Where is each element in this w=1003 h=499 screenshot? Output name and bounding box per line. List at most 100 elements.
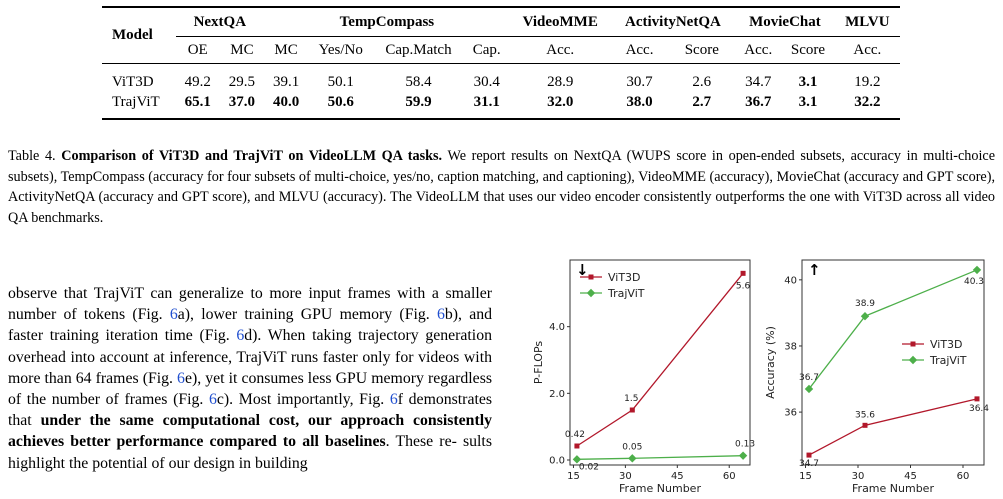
table-cell: 50.6	[327, 93, 354, 110]
series-point-marker	[910, 341, 916, 347]
data-label: 38.9	[855, 299, 875, 309]
x-tick-label: 60	[723, 471, 736, 482]
data-label: 1.5	[624, 394, 638, 404]
caption-body: We report results on NextQA (WUPS score …	[8, 148, 996, 226]
table-row: ViT3D 49.2 29.5 39.1 50.1 58.4 30.4 28.9 30.7 2.6…	[102, 63, 900, 93]
legend-label: TrajViT	[607, 287, 645, 300]
table-row: TrajViT 65.1 37.0 40.0 50.6 59.9 31.1 32.0 38.0 2…	[102, 92, 900, 119]
y-axis-label: Accuracy (%)	[764, 326, 777, 399]
table-cell: 34.7	[745, 73, 772, 90]
subheader-cell: Score	[790, 41, 826, 58]
body-text-run: e), yet it consumes less GPU memory rega…	[8, 369, 492, 409]
x-tick-label: 30	[852, 471, 865, 482]
series-point-marker	[629, 407, 635, 413]
x-tick-label: 15	[567, 471, 580, 482]
body-text-run: c). Most importantly, Fig.	[216, 391, 390, 409]
model-name-cell: TrajViT	[112, 93, 160, 110]
table-cell: 3.1	[798, 93, 818, 110]
series-trajvit: 36.7 38.9 40.3 TrajViT	[799, 265, 984, 394]
group-header-tempcompass: TempCompass	[264, 7, 510, 37]
figure-ref-link[interactable]: 6	[209, 391, 217, 409]
data-label: 5.6	[736, 281, 751, 291]
y-tick-label: 0.0	[549, 456, 565, 467]
table-cell: 31.1	[473, 93, 500, 110]
series-point-marker	[740, 270, 746, 276]
table-cell: 58.4	[405, 73, 432, 90]
series-point-marker	[738, 451, 748, 460]
figure-ref-link[interactable]: 6	[169, 306, 178, 324]
subheader-cell: OE	[187, 41, 208, 58]
subheader-cell: Score	[684, 41, 719, 58]
body-text-run: b), and faster training iteration time (…	[8, 306, 492, 345]
caption-label: Table 4.	[8, 148, 56, 164]
figure-ref-link[interactable]: 6	[389, 391, 398, 409]
table-cell: 32.2	[854, 93, 881, 110]
table-cell: 40.0	[272, 93, 300, 110]
series-trajvit: 0.02 0.05 0.13 TrajViT	[572, 287, 755, 472]
legend-label: ViT3D	[930, 338, 963, 351]
series-point-marker	[574, 443, 580, 449]
data-label: 0.02	[579, 462, 599, 472]
subheader-cell: Yes/No	[318, 41, 363, 58]
data-label: 0.05	[622, 442, 642, 452]
data-label: 0.42	[565, 430, 585, 440]
y-tick-label: 40	[784, 275, 797, 286]
subheader-cell: Acc.	[546, 41, 575, 58]
figure-ref-link[interactable]: 6	[436, 306, 445, 324]
series-line	[576, 455, 744, 460]
model-name-cell: ViT3D	[112, 73, 154, 90]
series-point-marker	[974, 396, 980, 402]
table-cell: 65.1	[184, 93, 211, 110]
table-cell: 2.7	[692, 93, 712, 110]
caption-title: Comparison of ViT3D and TrajViT on Video…	[61, 148, 443, 164]
y-axis-label: P-FLOPs	[532, 341, 545, 385]
subheader-cell: MC	[274, 41, 298, 58]
group-header-nextqa: NextQA	[175, 7, 264, 37]
figure-ref-link[interactable]: 6	[236, 327, 245, 345]
series-point-marker	[804, 384, 814, 394]
y-tick-label: 4.0	[549, 322, 565, 333]
table-cell: 39.1	[272, 73, 300, 90]
results-table: Model NextQA TempCompass VideoMME Activi…	[102, 6, 900, 120]
series-point-marker	[628, 454, 637, 463]
group-header-videomme: VideoMME	[509, 7, 611, 37]
direction-arrow: ↓	[576, 261, 589, 279]
y-tick-label: 2.0	[549, 389, 565, 400]
x-axis-label: Frame Number	[852, 482, 934, 495]
data-label: 34.7	[799, 459, 819, 469]
subheader-cell: Acc.	[625, 41, 654, 58]
model-column-header: Model	[112, 27, 153, 43]
subheader-cell: Cap.	[472, 41, 501, 58]
x-tick-label: 60	[957, 471, 970, 482]
series-point-marker	[908, 355, 918, 365]
series-line	[808, 398, 978, 456]
figure-ref-link[interactable]: 6	[177, 369, 185, 387]
series-line	[808, 269, 978, 390]
table-cell: 37.0	[228, 93, 256, 110]
table-body: ViT3D 49.2 29.5 39.1 50.1 58.4 30.4 28.9 30.7 2.6…	[102, 63, 900, 119]
table-cell: 30.7	[626, 73, 653, 90]
group-header-mlvu: MLVU	[834, 7, 900, 37]
body-bold-claim: under the same computational cost, our a…	[8, 412, 492, 451]
body-text-run: a), lower training GPU memory (Fig.	[177, 306, 437, 324]
y-tick-label: 38	[784, 341, 797, 352]
series-point-marker	[586, 288, 596, 298]
table-cell: 32.0	[547, 93, 574, 110]
x-tick-label: 15	[799, 471, 812, 482]
body-text-run: f demonstrates that	[8, 391, 493, 430]
data-label: 35.6	[855, 410, 875, 420]
body-text-run: sults highlight the potential of our des…	[8, 433, 492, 472]
series-point-marker	[862, 422, 868, 428]
series-vit3d: 0.42 1.5 5.6 ViT3D	[565, 270, 751, 449]
table-cell: 36.7	[745, 93, 772, 110]
x-tick-label: 45	[671, 471, 684, 482]
body-text-run: observe that TrajViT can generalize to m…	[8, 285, 492, 324]
series-point-marker	[806, 452, 812, 458]
data-label: 36.4	[969, 404, 989, 414]
body-paragraph: observe that TrajViT can generalize to m…	[8, 283, 492, 474]
data-label: 0.13	[735, 440, 755, 450]
legend-label: TrajViT	[929, 354, 967, 367]
x-tick-label: 45	[904, 471, 917, 482]
group-header-activitynetqa: ActivityNetQA	[610, 7, 736, 37]
